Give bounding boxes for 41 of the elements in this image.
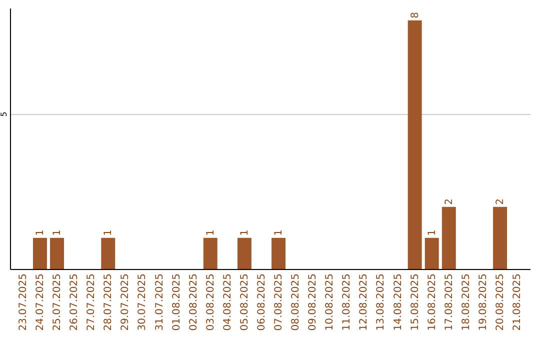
x-tick-label: 26.07.2025 [69, 274, 80, 331]
data-label: 1 [274, 230, 285, 236]
x-tick-label: 02.08.2025 [188, 274, 200, 331]
x-tick-label: 13.08.2025 [376, 274, 387, 331]
data-label: 1 [103, 230, 114, 236]
x-tick-label: 24.07.2025 [34, 274, 46, 331]
x-tick-label: 01.08.2025 [171, 274, 182, 331]
data-label: 2 [444, 198, 455, 205]
x-tick-label: 14.08.2025 [392, 274, 404, 331]
x-tick-label: 28.07.2025 [103, 274, 114, 331]
data-label: 1 [239, 230, 250, 236]
x-tick-label: 04.08.2025 [222, 274, 234, 331]
x-tick-label: 09.08.2025 [308, 274, 319, 331]
x-tick-label: 10.08.2025 [324, 274, 336, 331]
data-label: 8 [410, 12, 421, 18]
x-tick-label: 23.07.2025 [18, 274, 29, 331]
x-tick-label: 15.08.2025 [410, 274, 421, 331]
x-tick-label: 08.08.2025 [290, 274, 302, 331]
x-tick-label: 31.07.2025 [154, 274, 166, 331]
x-tick-label: 21.08.2025 [512, 274, 524, 331]
x-tick-label: 11.08.2025 [342, 274, 353, 331]
data-label: 1 [205, 230, 216, 236]
x-tick-label: 30.07.2025 [137, 274, 148, 331]
y-tick-label: 5 [0, 112, 8, 117]
data-label: 2 [495, 198, 506, 205]
x-tick-label: 18.08.2025 [460, 274, 472, 331]
x-tick-label: 07.08.2025 [274, 274, 285, 331]
data-label: 1 [34, 230, 46, 236]
x-tick-label: 12.08.2025 [358, 274, 370, 331]
x-tick-label: 19.08.2025 [478, 274, 489, 331]
x-tick-label: 25.07.2025 [52, 274, 64, 331]
x-tick-label: 05.08.2025 [239, 274, 250, 331]
x-tick-label: 16.08.2025 [426, 274, 438, 331]
x-tick-label: 27.07.2025 [86, 274, 98, 331]
x-tick-label: 29.07.2025 [120, 274, 132, 331]
x-tick-label: 20.08.2025 [495, 274, 506, 331]
x-tick-label: 17.08.2025 [444, 274, 455, 331]
x-tick-label: 03.08.2025 [205, 274, 216, 331]
x-tick-label: 06.08.2025 [256, 274, 268, 331]
data-label: 1 [52, 230, 64, 236]
data-label: 1 [426, 230, 438, 236]
